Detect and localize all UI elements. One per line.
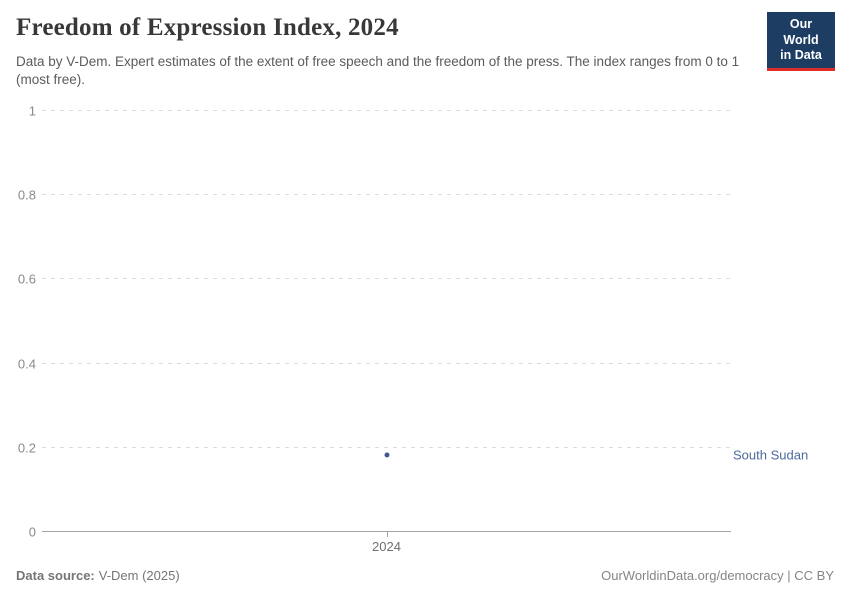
x-axis-line <box>42 531 731 532</box>
gridline <box>42 446 731 448</box>
x-tick-label: 2024 <box>372 539 401 554</box>
owid-logo[interactable]: Our World in Data <box>767 12 835 71</box>
license-link[interactable]: OurWorldinData.org/democracy | CC BY <box>601 568 834 583</box>
owid-logo-line1: Our World <box>783 17 819 47</box>
gridline <box>42 110 731 111</box>
chart-subtitle: Data by V-Dem. Expert estimates of the e… <box>16 54 740 87</box>
data-source: Data source: V-Dem (2025) <box>16 568 180 583</box>
page-title: Freedom of Expression Index, 2024 <box>16 14 399 41</box>
gridline <box>42 362 731 364</box>
y-tick-label: 0.6 <box>17 271 36 287</box>
y-tick-label: 0.4 <box>17 356 36 372</box>
entity-label-south-sudan[interactable]: South Sudan <box>733 447 809 463</box>
y-tick-label: 0.2 <box>17 440 36 456</box>
gridline <box>42 194 731 196</box>
y-tick-label: 0.8 <box>17 187 36 203</box>
y-tick-label: 0 <box>28 524 36 540</box>
owid-logo-line2: in Data <box>780 48 822 63</box>
y-tick-label: 1 <box>28 103 36 119</box>
chart-footer: Data source: V-Dem (2025) OurWorldinData.… <box>16 568 834 583</box>
data-source-value: V-Dem (2025) <box>98 568 180 583</box>
x-axis-tick <box>386 532 388 537</box>
data-point-south-sudan[interactable] <box>384 452 389 458</box>
data-source-label: Data source: <box>16 568 95 583</box>
gridline <box>42 278 731 280</box>
